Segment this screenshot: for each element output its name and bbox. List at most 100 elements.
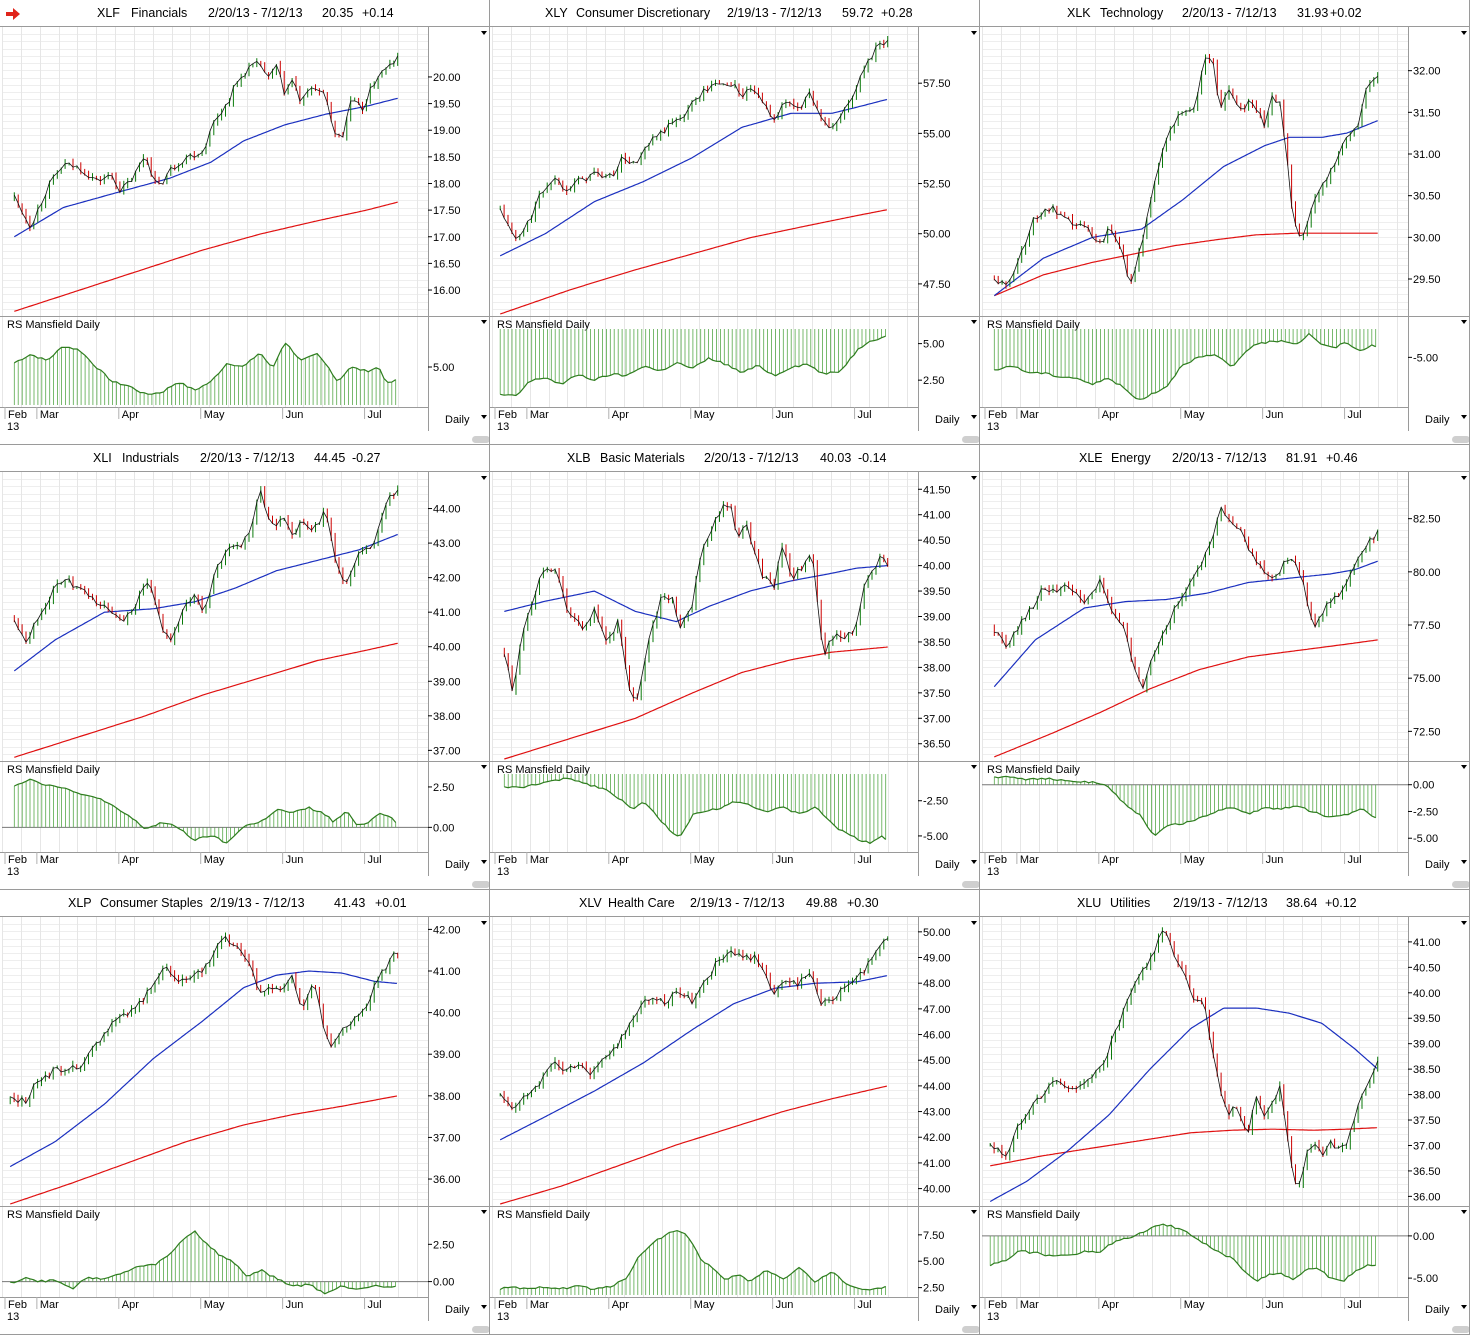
rs-pane-menu-icon[interactable]	[1461, 320, 1467, 324]
rs-line	[14, 778, 397, 844]
price-pane: 37.00 38.00 39.00 40.00 41.00 42.00 43.00 44.00…	[0, 472, 489, 878]
price-tick-label: 42.00	[923, 1132, 951, 1144]
price-pane-menu-icon[interactable]	[481, 921, 487, 925]
chart-header: XLI Industrials 2/20/13 - 7/12/13 44.45 -0.2…	[0, 445, 489, 472]
month-label: Apr	[1102, 1299, 1119, 1311]
price-tick-label: 31.00	[1413, 149, 1441, 161]
frequency-selector[interactable]: Daily	[1425, 859, 1450, 871]
frequency-menu-icon[interactable]	[1461, 860, 1467, 864]
rs-tick-label: 2.50	[923, 375, 944, 387]
month-label: Jun	[1266, 409, 1284, 421]
year-label: 13	[7, 421, 19, 433]
horizontal-scroll-handle[interactable]	[1452, 1326, 1469, 1333]
price-pane-menu-icon[interactable]	[971, 476, 977, 480]
moving-average-slow	[9, 1095, 398, 1205]
frequency-menu-icon[interactable]	[1461, 415, 1467, 419]
frequency-menu-icon[interactable]	[481, 1305, 487, 1309]
rs-pane-menu-icon[interactable]	[481, 320, 487, 324]
frequency-selector[interactable]: Daily	[1425, 414, 1450, 426]
month-label: Feb	[988, 409, 1007, 421]
frequency-menu-icon[interactable]	[1461, 1305, 1467, 1309]
chart-header: XLE Energy 2/20/13 - 7/12/13 81.91 +0.46	[980, 445, 1469, 472]
rs-histogram	[993, 329, 1377, 400]
price-tick-label: 37.50	[923, 688, 951, 700]
frequency-menu-icon[interactable]	[481, 860, 487, 864]
price-pane-menu-icon[interactable]	[1461, 31, 1467, 35]
month-label: Feb	[498, 409, 517, 421]
price-tick-label: 36.50	[923, 739, 951, 751]
frequency-selector[interactable]: Daily	[1425, 1304, 1450, 1316]
rs-histogram	[499, 329, 887, 396]
rs-tick-label: -2.50	[923, 796, 948, 808]
header-ticker: XLP	[68, 896, 92, 910]
frequency-menu-icon[interactable]	[971, 1305, 977, 1309]
month-label: Jul	[858, 1299, 872, 1311]
rs-tick-label: 0.00	[433, 822, 454, 834]
price-pane-menu-icon[interactable]	[481, 31, 487, 35]
horizontal-scroll-handle[interactable]	[962, 1326, 979, 1333]
rs-tick-label: 7.50	[923, 1230, 944, 1242]
frequency-selector[interactable]: Daily	[935, 859, 960, 871]
price-bars	[499, 36, 889, 242]
chart-header: XLU Utilities 2/19/13 - 7/12/13 38.64 +0.12	[980, 890, 1469, 917]
price-tick-label: 45.00	[923, 1055, 951, 1067]
price-close-line	[13, 489, 399, 643]
horizontal-scroll-handle[interactable]	[1452, 436, 1469, 443]
rs-line	[994, 332, 1376, 400]
price-tick-label: 18.50	[433, 152, 461, 164]
price-tick-label: 16.00	[433, 285, 461, 297]
horizontal-scroll-handle[interactable]	[472, 436, 489, 443]
horizontal-scroll-handle[interactable]	[472, 1326, 489, 1333]
month-label: Jun	[776, 409, 794, 421]
frequency-menu-icon[interactable]	[971, 860, 977, 864]
frequency-menu-icon[interactable]	[481, 415, 487, 419]
horizontal-scroll-handle[interactable]	[962, 881, 979, 888]
price-tick-label: 41.50	[923, 484, 951, 496]
rs-line	[10, 1230, 396, 1295]
price-pane-menu-icon[interactable]	[481, 476, 487, 480]
frequency-selector[interactable]: Daily	[445, 1304, 470, 1316]
price-tick-label: 40.50	[1413, 962, 1441, 974]
frequency-selector[interactable]: Daily	[445, 414, 470, 426]
price-tick-label: 38.00	[923, 662, 951, 674]
horizontal-scroll-handle[interactable]	[962, 436, 979, 443]
month-label: May	[694, 1299, 715, 1311]
header-last: 81.91	[1286, 451, 1318, 465]
moving-average-slow	[994, 232, 1378, 297]
month-label: May	[204, 1299, 225, 1311]
price-tick-label: 38.00	[433, 1091, 461, 1103]
price-tick-label: 38.50	[1413, 1064, 1441, 1076]
price-pane-menu-icon[interactable]	[1461, 476, 1467, 480]
price-tick-label: 32.00	[1413, 66, 1441, 78]
header-ticker: XLB	[567, 451, 591, 465]
price-tick-label: 36.50	[1413, 1166, 1441, 1178]
frequency-selector[interactable]: Daily	[935, 414, 960, 426]
rs-pane-menu-icon[interactable]	[971, 1210, 977, 1214]
frequency-selector[interactable]: Daily	[445, 859, 470, 871]
frequency-selector[interactable]: Daily	[935, 1304, 960, 1316]
price-bars	[993, 54, 1379, 289]
rs-pane-menu-icon[interactable]	[971, 320, 977, 324]
price-tick-label: 17.50	[433, 205, 461, 217]
price-pane-menu-icon[interactable]	[971, 31, 977, 35]
red-arrow-right-icon[interactable]	[6, 8, 20, 20]
rs-tick-label: -5.00	[1413, 352, 1438, 364]
horizontal-scroll-handle[interactable]	[1452, 881, 1469, 888]
moving-average-slow	[14, 642, 398, 758]
moving-average-fast	[13, 533, 398, 672]
rs-pane-menu-icon[interactable]	[481, 1210, 487, 1214]
price-pane-menu-icon[interactable]	[1461, 921, 1467, 925]
header-change: +0.02	[1330, 6, 1362, 20]
horizontal-scroll-handle[interactable]	[472, 881, 489, 888]
price-tick-label: 39.50	[1413, 1013, 1441, 1025]
header-date-range: 2/19/13 - 7/12/13	[210, 896, 305, 910]
rs-pane-menu-icon[interactable]	[481, 765, 487, 769]
frequency-menu-icon[interactable]	[971, 415, 977, 419]
price-pane-menu-icon[interactable]	[971, 921, 977, 925]
rs-pane-menu-icon[interactable]	[1461, 765, 1467, 769]
rs-pane-label: RS Mansfield Daily	[497, 319, 590, 331]
header-change: +0.01	[375, 896, 407, 910]
rs-pane-menu-icon[interactable]	[1461, 1210, 1467, 1214]
price-tick-label: 39.50	[923, 586, 951, 598]
rs-pane-menu-icon[interactable]	[971, 765, 977, 769]
